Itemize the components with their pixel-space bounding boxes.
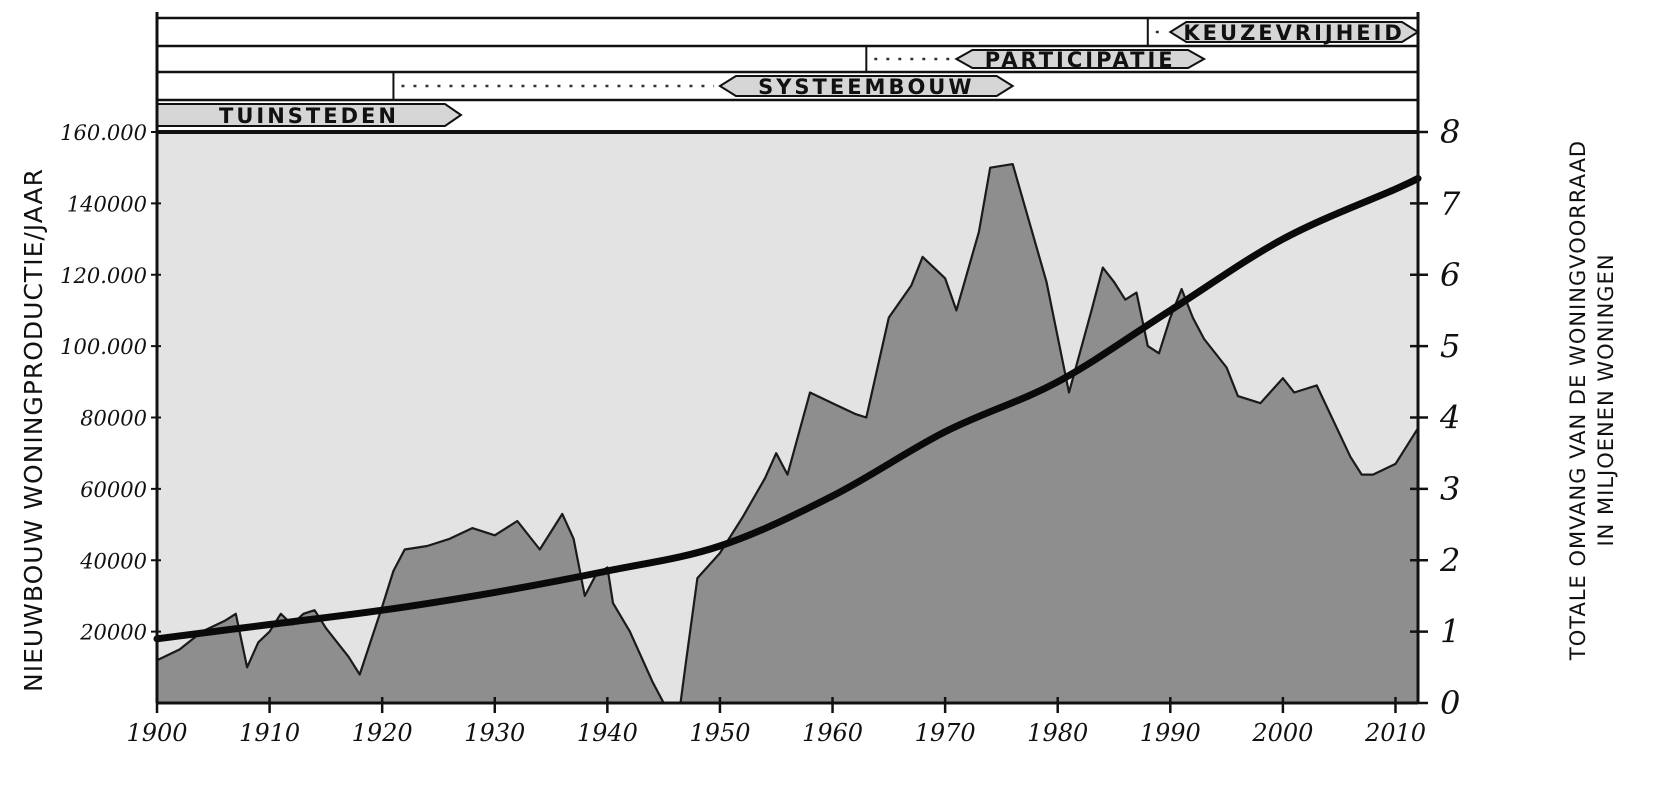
y-right-tick-label: 0	[1440, 684, 1460, 722]
period-label: SYSTEEMBOUW	[758, 75, 974, 99]
x-tick-label: 1900	[126, 719, 187, 747]
period-participatie: PARTICIPATIE	[865, 46, 1207, 72]
y-left-tick-label: 140000	[67, 192, 147, 216]
y-left-tick-label: 20000	[79, 621, 147, 645]
y-left-axis-title: NIEUWBOUW WONINGPRODUCTIE/JAAR	[19, 168, 48, 692]
period-keuzevrijheid: KEUZEVRIJHEID	[1146, 18, 1420, 46]
period-label: KEUZEVRIJHEID	[1183, 21, 1404, 45]
y-right-tick-label: 4	[1439, 399, 1460, 437]
x-tick-label: 2000	[1251, 719, 1313, 747]
x-tick-label: 1950	[689, 719, 750, 747]
x-tick-label: 1980	[1027, 719, 1088, 747]
y-left-tick-label: 60000	[80, 478, 147, 502]
y-right-axis-title-line1: TOTALE OMVANG VAN DE WONINGVOORRAAD	[1566, 140, 1590, 661]
y-left-tick-label: 40000	[79, 549, 147, 573]
y-right-axis-title-line2: IN MILJOENEN WONINGEN	[1594, 253, 1618, 546]
series-line-woningvoorraad	[153, 174, 1422, 643]
y-left-tick-label: 160.000	[60, 121, 147, 145]
period-systeembouw: SYSTEEMBOUW	[392, 72, 1015, 100]
x-tick-label: 1910	[239, 719, 300, 747]
period-label: TUINSTEDEN	[219, 104, 399, 128]
x-tick-label: 1920	[352, 719, 413, 747]
period-arrow	[1168, 21, 1420, 43]
x-tick-label: 1930	[464, 719, 525, 747]
y-right-tick-label: 6	[1440, 256, 1460, 294]
period-bands: TUINSTEDEN SYSTEEMBOUW PARTICIPATIE KEUZEVR…	[156, 16, 1420, 128]
plot-area	[153, 132, 1422, 705]
y-right-tick-label: 5	[1440, 327, 1460, 365]
period-arrow	[954, 49, 1207, 69]
y-left-tick-label: 100.000	[60, 335, 147, 359]
y-left-tick-label: 80000	[80, 407, 147, 431]
period-label: PARTICIPATIE	[985, 48, 1176, 72]
y-left-tick-label: 120.000	[60, 264, 147, 288]
y-right-tick-label: 2	[1439, 541, 1460, 579]
x-tick-label: 1940	[577, 719, 638, 747]
y-right-tick-label: 8	[1440, 113, 1460, 151]
x-tick-label: 2010	[1364, 719, 1426, 747]
y-right-tick-label: 7	[1440, 184, 1461, 222]
x-tick-label: 1970	[915, 719, 976, 747]
y-right-tick-label: 1	[1440, 613, 1460, 651]
y-right-tick-label: 3	[1440, 470, 1460, 508]
period-tuinsteden: TUINSTEDEN	[156, 103, 463, 128]
period-arrow	[718, 75, 1015, 97]
x-tick-label: 1990	[1140, 719, 1201, 747]
series-area-woningproductie	[155, 163, 1420, 705]
axes: 1900 1910 1920 1930 1940 1950 1960 1970 1980 1990…	[60, 12, 1461, 747]
x-tick-label: 1960	[802, 719, 863, 747]
